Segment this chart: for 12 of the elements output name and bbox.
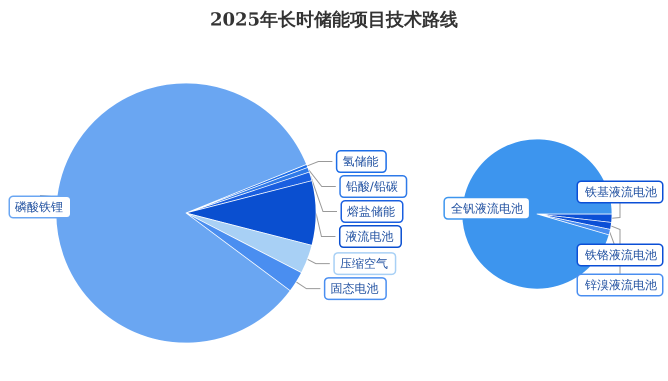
slice-label: 固态电池 xyxy=(330,282,378,296)
slice-label: 铅酸/铅碳 xyxy=(344,180,398,194)
slice-label: 铁铬液流电池 xyxy=(584,248,657,262)
slice-label: 铁基液流电池 xyxy=(584,185,657,199)
chart-title: 2025年长时储能项目技术路线 xyxy=(210,10,458,30)
slice-label: 锌溴液流电池 xyxy=(584,278,657,292)
slice-label: 压缩空气 xyxy=(340,256,388,271)
slice-label: 氢储能 xyxy=(342,154,378,169)
slice-label: 磷酸铁锂 xyxy=(14,200,63,214)
slice-label: 全钒液流电池 xyxy=(450,201,523,216)
legend-label: 液流电池 xyxy=(345,230,394,244)
slice-label: 熔盐储能 xyxy=(346,204,395,219)
